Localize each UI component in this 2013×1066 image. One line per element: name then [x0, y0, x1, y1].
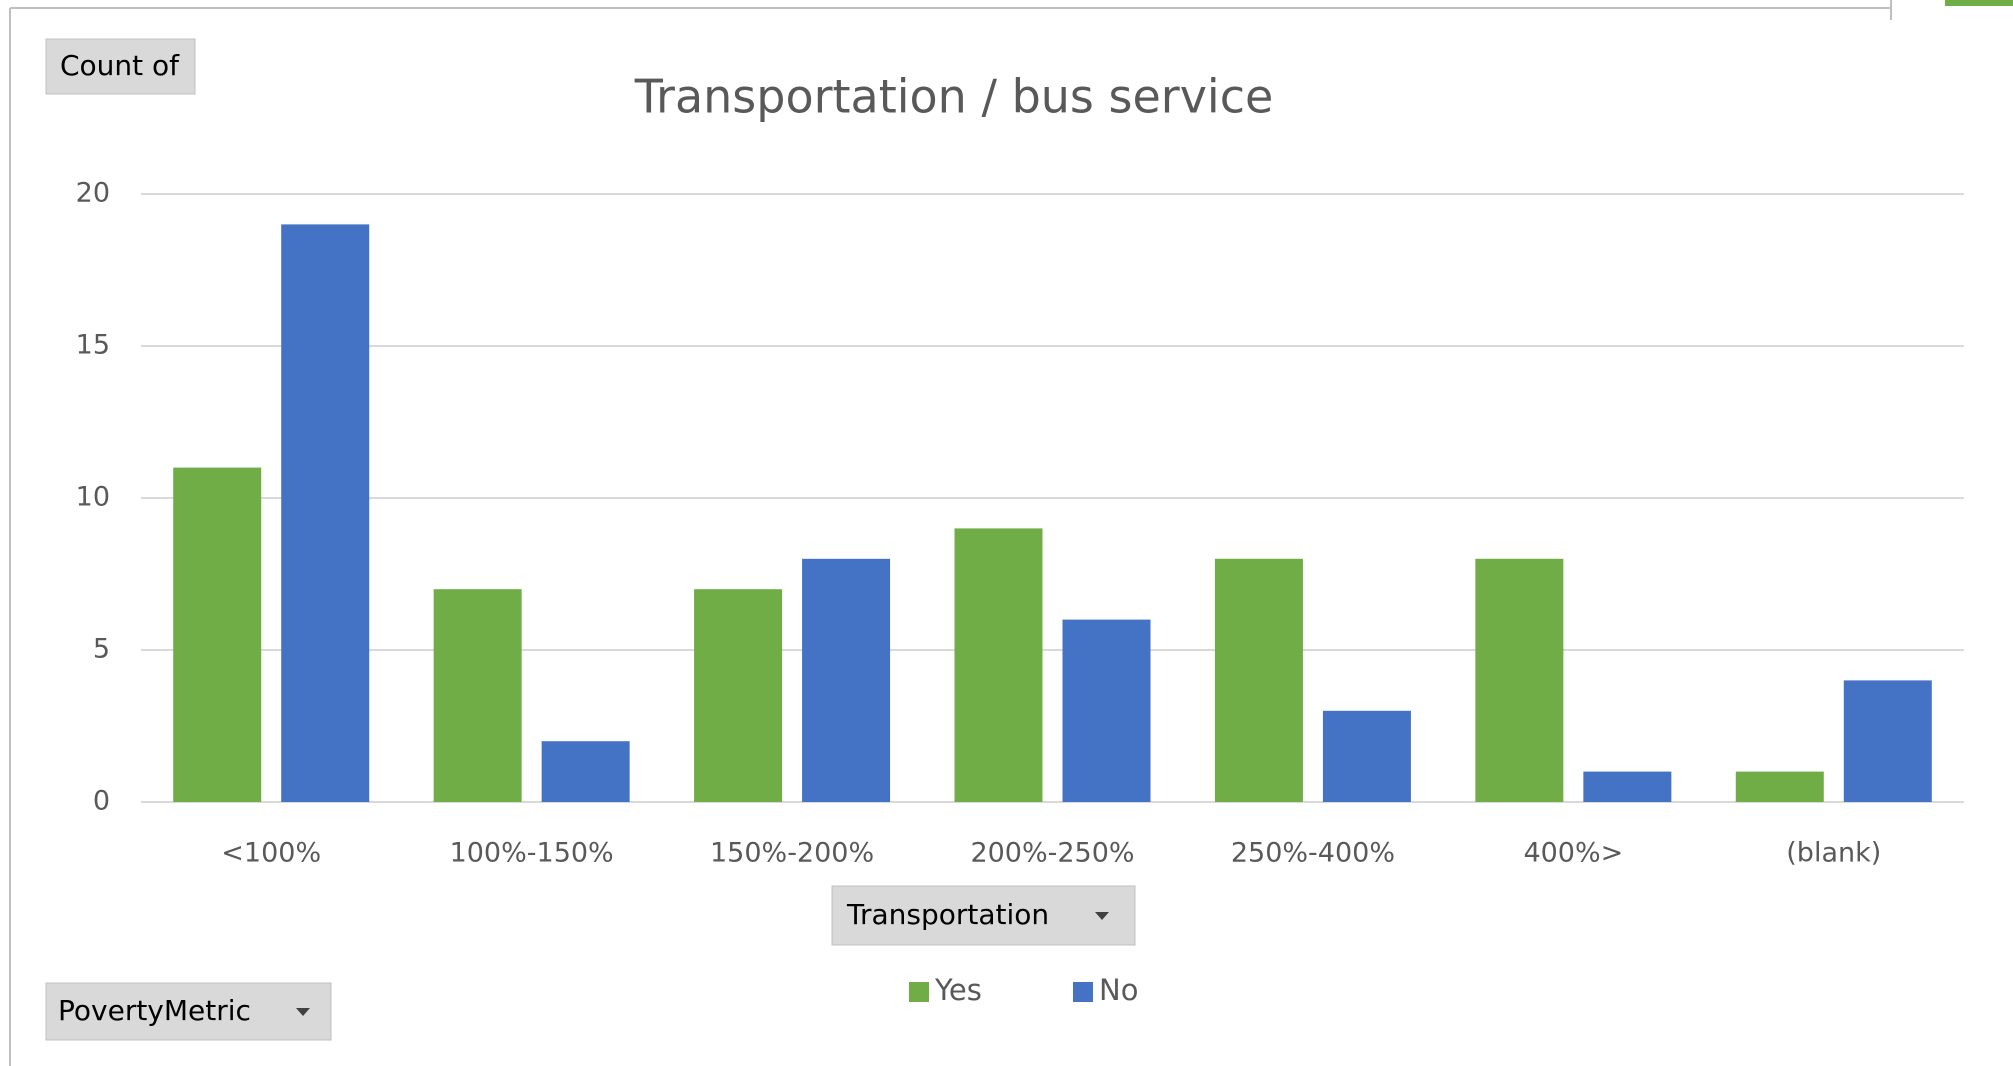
legend-field-button[interactable]: Transportation: [831, 885, 1136, 946]
x-tick-label: 150%-200%: [710, 838, 874, 869]
button-label[interactable]: PovertyMetric: [58, 994, 251, 1027]
axis-field-button[interactable]: PovertyMetric: [45, 982, 332, 1041]
x-tick-label: <100%: [221, 838, 321, 869]
button-bg[interactable]: [831, 885, 1136, 946]
bar: [1322, 710, 1411, 802]
bar: [433, 589, 522, 802]
button-bg[interactable]: [45, 982, 332, 1041]
bar: [1214, 558, 1303, 802]
bar: [1843, 680, 1932, 802]
y-tick-label: 10: [76, 482, 110, 513]
legend-label: No: [1099, 973, 1138, 1007]
x-tick-label: 200%-250%: [970, 838, 1134, 869]
bar: [1062, 619, 1151, 802]
bar: [694, 589, 783, 802]
y-tick-label: 20: [76, 178, 110, 209]
bar: [1583, 771, 1672, 802]
dropdown-arrow[interactable]: [296, 1008, 310, 1016]
bar: [954, 528, 1043, 802]
bar: [1735, 771, 1824, 802]
bar: [802, 558, 891, 802]
y-tick-label: 15: [76, 330, 110, 361]
legend-swatch: [909, 982, 929, 1002]
bar: [281, 224, 370, 802]
button-label[interactable]: Transportation: [846, 898, 1049, 931]
bar: [541, 741, 630, 802]
chart-title: Transportation / bus service: [634, 70, 1274, 124]
x-tick-label: 100%-150%: [450, 838, 614, 869]
x-tick-label: (blank): [1786, 838, 1881, 869]
dropdown-arrow[interactable]: [1095, 912, 1109, 920]
legend-label: Yes: [934, 973, 982, 1007]
y-tick-label: 5: [93, 634, 110, 665]
legend-swatch: [1073, 982, 1093, 1002]
bar: [173, 467, 262, 802]
x-tick-label: 250%-400%: [1231, 838, 1395, 869]
button-label[interactable]: Count of: [60, 49, 180, 82]
button-bg[interactable]: [45, 38, 196, 95]
x-tick-label: 400%>: [1523, 838, 1623, 869]
value-field-button[interactable]: Count of: [45, 38, 196, 95]
bar: [1475, 558, 1564, 802]
y-tick-label: 0: [93, 786, 110, 817]
corner-tab: [1945, 0, 2013, 6]
